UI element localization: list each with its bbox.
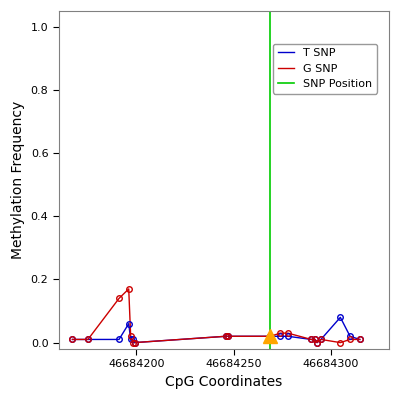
Y-axis label: Methylation Frequency: Methylation Frequency bbox=[11, 101, 25, 259]
Legend: T SNP, G SNP, SNP Position: T SNP, G SNP, SNP Position bbox=[273, 44, 377, 94]
X-axis label: CpG Coordinates: CpG Coordinates bbox=[165, 375, 282, 389]
